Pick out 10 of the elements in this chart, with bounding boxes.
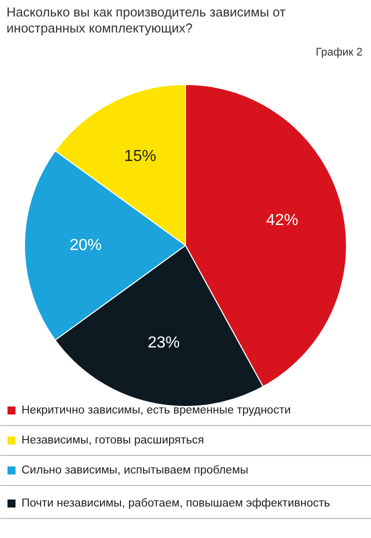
data-label: 15% [124,148,156,166]
legend-label: Почти независимы, работаем, повышаем эффективность [22,498,330,510]
data-label: 20% [70,237,102,254]
legend-label: Сильно зависимы, испытываем проблемы [22,464,248,476]
legend-label: Независимы, готовы расширяться [22,434,204,446]
data-label: 23% [148,334,180,352]
chart-title: Насколько вы как производитель зависимы от иностранных комплектующих? [6,4,286,36]
chart-subtitle: График 2 [316,46,363,58]
data-label: 42% [266,212,298,230]
legend-label: Некритично зависимы, есть временные трудности [22,404,291,416]
